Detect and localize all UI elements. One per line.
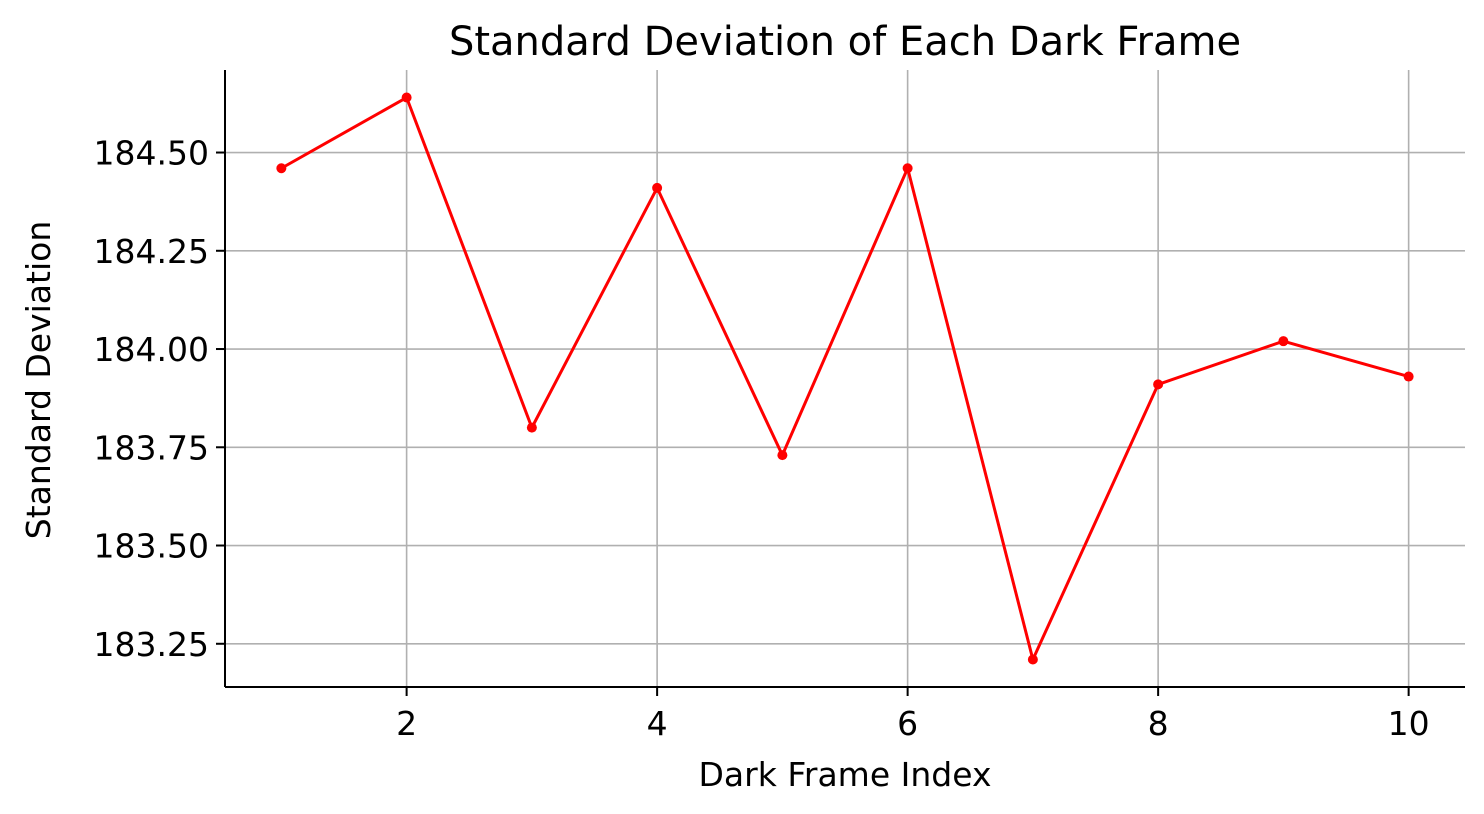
x-tick-label: 8 [1148,704,1169,743]
x-tick-label: 4 [647,704,668,743]
data-point [401,92,412,103]
data-point [777,450,788,461]
data-point [1027,654,1038,665]
data-point [1153,379,1164,390]
x-axis-ticks: 2 4 6 8 10 [396,687,1430,743]
series-layer [276,92,1414,665]
x-axis-label: Dark Frame Index [699,755,992,794]
y-tick-label: 184.25 [94,232,209,271]
y-tick-label: 184.50 [94,134,209,173]
y-tick-label: 183.50 [94,527,209,566]
data-point [902,163,913,174]
y-axis-ticks: 183.25 183.50 183.75 184.00 184.25 184.50 [94,134,225,664]
chart-title: Standard Deviation of Each Dark Frame [449,19,1241,65]
data-point [1403,371,1414,382]
data-point [652,182,663,193]
x-tick-label: 2 [396,704,417,743]
y-tick-label: 184.00 [94,330,209,369]
data-point [276,163,287,174]
x-tick-label: 10 [1388,704,1430,743]
y-tick-label: 183.75 [94,428,209,467]
data-point [526,422,537,433]
axes [224,70,1465,688]
y-axis-label: Standard Deviation [19,221,58,539]
series-line [280,96,1410,661]
x-tick-label: 6 [897,704,918,743]
data-point [1278,336,1289,347]
y-tick-label: 183.25 [94,625,209,664]
grid [225,70,1465,687]
